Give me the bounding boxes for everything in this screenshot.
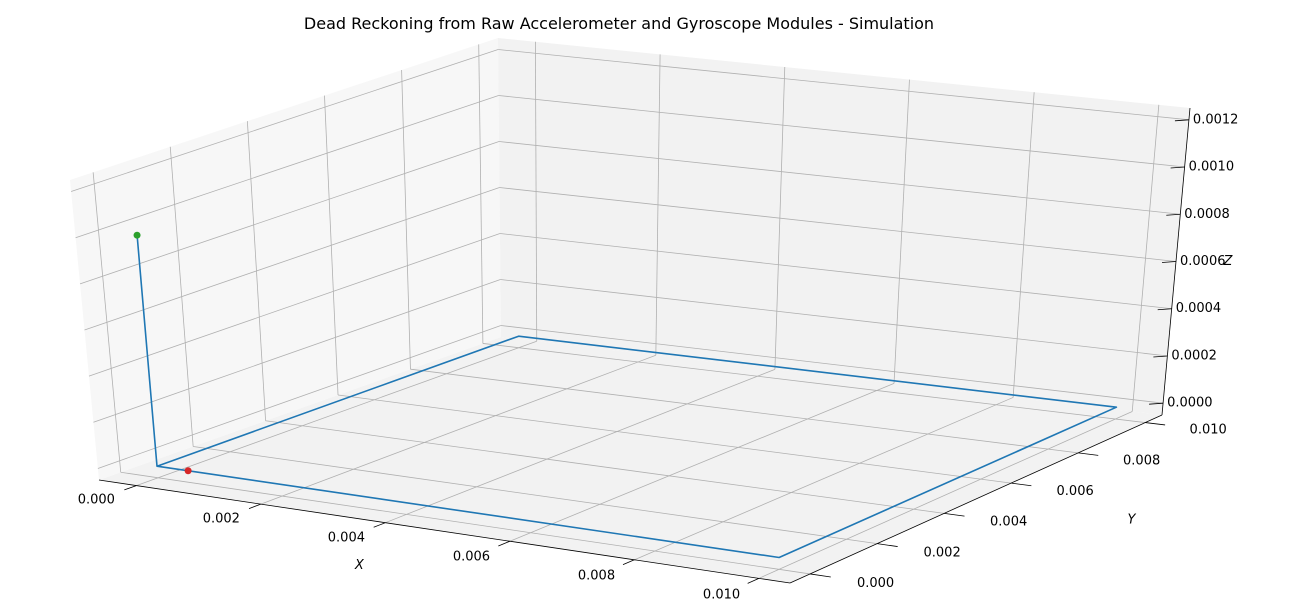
grid-line-x-floor	[634, 397, 1014, 561]
y-tick-label: 0.002	[924, 545, 961, 560]
grid-line-z-back	[499, 233, 1172, 310]
y-tick-mark	[1078, 452, 1099, 456]
grid-line-z-left	[70, 49, 499, 192]
back-pane	[498, 38, 1190, 415]
z-tick-label: 0.0002	[1171, 348, 1217, 363]
grid-line-z-back	[498, 141, 1181, 215]
y-axis-line	[789, 414, 1163, 584]
grid-line-y-floor	[120, 471, 811, 575]
grid-line-x-floor	[509, 383, 895, 542]
z-tick-label: 0.0008	[1184, 207, 1230, 222]
y-tick-mark	[1011, 482, 1032, 487]
z-tick-label: 0.0004	[1176, 301, 1222, 316]
end-marker	[184, 467, 192, 475]
z-tick-label: 0.0006	[1180, 254, 1226, 269]
grid-line-y-floor	[482, 343, 1146, 423]
z-tick-mark	[1149, 402, 1164, 405]
grid-line-z-left	[84, 187, 500, 331]
z-tick-label: 0.0010	[1189, 160, 1235, 175]
start-marker	[133, 231, 141, 239]
x-tick-mark	[498, 540, 511, 547]
grid-line-y-floor	[193, 446, 878, 545]
grid-line-x-floor	[260, 354, 656, 505]
x-axis-line	[98, 479, 791, 584]
y-axis-label: Y	[1128, 512, 1137, 527]
grid-line-y-floor	[410, 368, 1079, 454]
grid-line-y-floor	[265, 420, 945, 514]
grid-line-z-back	[498, 49, 1189, 121]
y-tick-label: 0.008	[1123, 453, 1160, 468]
x-tick-label: 0.004	[328, 531, 365, 546]
y-tick-label: 0.004	[990, 515, 1027, 530]
series-line-0	[136, 235, 1118, 559]
grid-line-z-left	[88, 233, 501, 377]
z-tick-mark	[1153, 355, 1168, 358]
z-tick-mark	[1170, 166, 1185, 169]
grid-line-z-left	[97, 325, 502, 469]
grid-line-z-back	[500, 279, 1168, 357]
z-tick-mark	[1166, 213, 1181, 216]
z-axis-label: Z	[1223, 254, 1234, 269]
z-tick-mark	[1161, 261, 1177, 263]
x-tick-mark	[373, 522, 386, 528]
series-layer	[136, 235, 1118, 559]
x-tick-mark	[124, 485, 137, 491]
x-axis-label: X	[354, 558, 365, 573]
grid-line-z-left	[75, 95, 499, 239]
y-tick-label: 0.006	[1057, 484, 1094, 499]
y-tick-mark	[877, 543, 898, 547]
grid-line-z-left	[93, 279, 501, 423]
x-tick-label: 0.008	[578, 569, 615, 584]
grid-line-z-left	[79, 141, 500, 285]
grid-line-z-back	[498, 95, 1185, 168]
x-tick-label: 0.000	[78, 493, 115, 508]
grid-line-x-floor	[385, 368, 776, 524]
x-tick-label: 0.006	[453, 550, 490, 565]
grid-line-y-floor	[337, 394, 1012, 484]
markers-layer	[133, 231, 192, 475]
y-tick-label: 0.010	[1190, 423, 1227, 438]
y-tick-label: 0.000	[857, 576, 894, 591]
chart-title: Dead Reckoning from Raw Accelerometer an…	[303, 14, 935, 33]
x-tick-label: 0.002	[203, 512, 240, 527]
grid-lines	[70, 41, 1189, 579]
axis-labels: X Y Z	[354, 254, 1234, 573]
x-tick-mark	[248, 503, 261, 509]
grid-line-x-floor	[136, 340, 537, 486]
x-tick-label: 0.010	[703, 588, 740, 603]
grid-line-z-back	[499, 187, 1177, 262]
z-tick-label: 0.0000	[1167, 396, 1213, 411]
z-tick-mark	[1157, 308, 1172, 311]
ticks: 0.000 0.002 0.004 0.006 0.008 0.010 0.000 0.002…	[78, 112, 1239, 602]
z-tick-mark	[1174, 119, 1189, 122]
grid-line-z-back	[500, 325, 1164, 404]
y-tick-mark	[944, 512, 965, 517]
y-tick-mark	[1145, 422, 1166, 426]
left-pane	[70, 38, 501, 480]
z-tick-label: 0.0012	[1193, 112, 1239, 127]
y-tick-mark	[810, 573, 831, 578]
axis-panes	[70, 38, 1190, 583]
x-tick-mark	[622, 559, 635, 566]
x-tick-mark	[747, 577, 760, 584]
grid-line-x-floor	[758, 411, 1133, 579]
